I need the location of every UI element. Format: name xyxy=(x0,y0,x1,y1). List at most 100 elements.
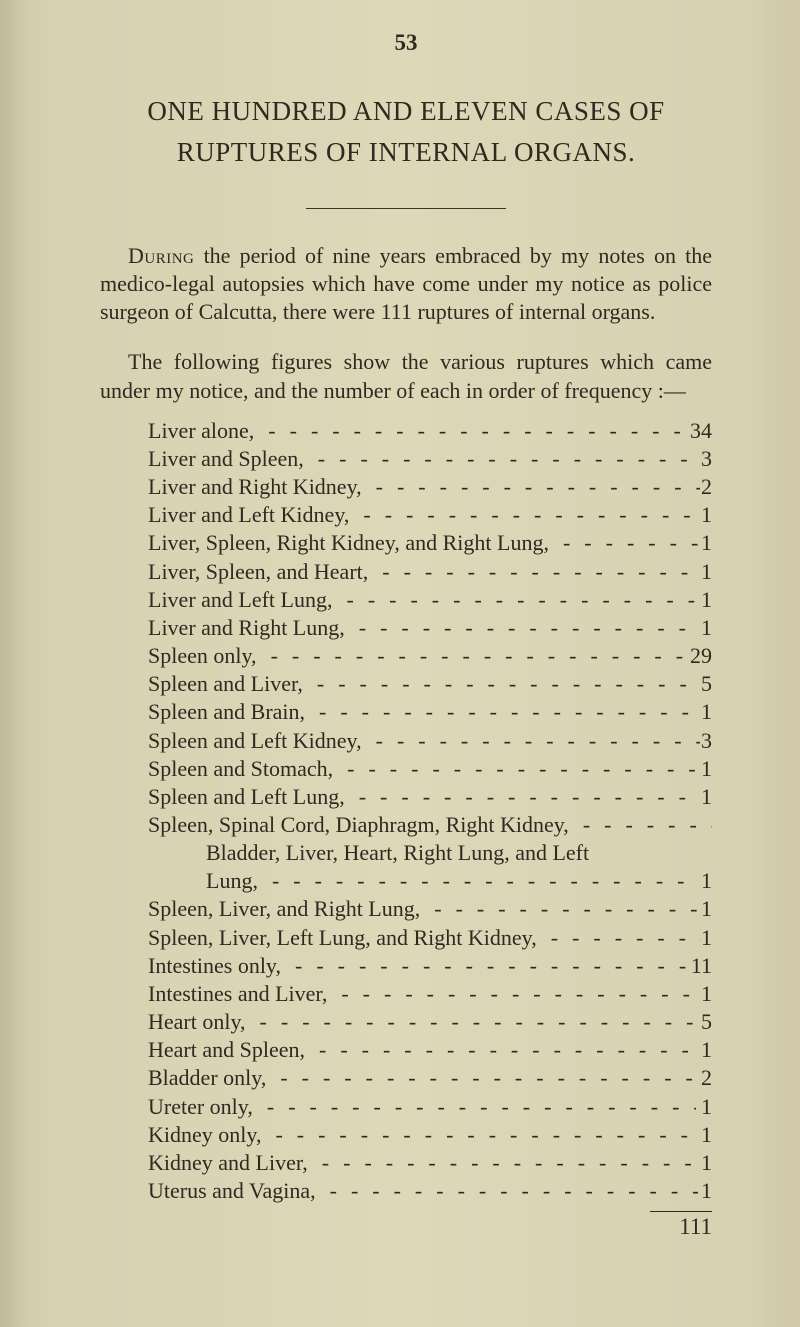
list-label: Liver and Left Lung, xyxy=(148,586,333,614)
list-value: 1 xyxy=(699,586,712,614)
list-label: Liver and Spleen, xyxy=(148,445,304,473)
list-label: Spleen and Left Kidney, xyxy=(148,727,362,755)
list-label: Lung, xyxy=(206,867,258,895)
leader-dashes: ----------------------------------------… xyxy=(254,417,690,445)
list-row: Spleen only,----------------------------… xyxy=(100,642,712,670)
list-label: Spleen and Left Lung, xyxy=(148,783,345,811)
frequency-list: Liver alone,----------------------------… xyxy=(100,417,712,1205)
list-row: Spleen, Liver, Left Lung, and Right Kidn… xyxy=(100,924,712,952)
list-row: Bladder only,---------------------------… xyxy=(100,1064,712,1092)
leader-dashes: ----------------------------------------… xyxy=(253,1093,696,1121)
list-value: 1 xyxy=(696,867,712,895)
leader-dashes: ----------------------------------------… xyxy=(258,867,696,895)
title-line-2: RUPTURES OF INTERNAL ORGANS. xyxy=(100,137,712,168)
leader-dashes: ----------------------------------------… xyxy=(316,1177,699,1205)
list-row: Heart and Spleen,-----------------------… xyxy=(100,1036,712,1064)
list-row: Spleen and Brain,-----------------------… xyxy=(100,698,712,726)
leader-dashes: ----------------------------------------… xyxy=(345,783,700,811)
leader-dashes: ----------------------------------------… xyxy=(362,473,700,501)
list-row: Intestines only,------------------------… xyxy=(100,952,712,980)
list-row: Liver and Spleen,-----------------------… xyxy=(100,445,712,473)
list-row: Liver and Right Lung,-------------------… xyxy=(100,614,712,642)
intro-paragraph-1: During the period of nine years embraced… xyxy=(100,242,712,326)
list-label: Liver and Left Kidney, xyxy=(148,501,349,529)
list-row: Spleen and Left Kidney,-----------------… xyxy=(100,727,712,755)
leader-dashes: ----------------------------------------… xyxy=(303,670,698,698)
list-row: Liver and Right Kidney,-----------------… xyxy=(100,473,712,501)
list-label: Intestines only, xyxy=(148,952,281,980)
list-value: 1 xyxy=(699,614,712,642)
list-row: Uterus and Vagina,----------------------… xyxy=(100,1177,712,1205)
leader-dashes: ----------------------------------------… xyxy=(308,1149,698,1177)
list-value: 1 xyxy=(699,501,712,529)
leader-dashes: ----------------------------------------… xyxy=(362,727,700,755)
list-value: 1 xyxy=(699,980,712,1008)
list-row: Liver, Spleen, and Heart,---------------… xyxy=(100,558,712,586)
list-row: Heart only,-----------------------------… xyxy=(100,1008,712,1036)
list-value: 1 xyxy=(699,783,712,811)
leader-dashes: ----------------------------------------… xyxy=(327,980,698,1008)
list-value: 1 xyxy=(698,1036,712,1064)
list-label: Bladder only, xyxy=(148,1064,266,1092)
leader-dashes: ----------------------------------------… xyxy=(246,1008,696,1036)
leader-dashes: ----------------------------------------… xyxy=(304,445,698,473)
list-row: Liver and Left Lung,--------------------… xyxy=(100,586,712,614)
leader-dashes: ----------------------------------------… xyxy=(345,614,699,642)
list-row: Bladder, Liver, Heart, Right Lung, and L… xyxy=(100,839,712,867)
list-row: Spleen, Liver, and Right Lung,----------… xyxy=(100,895,712,923)
list-value: 11 xyxy=(691,952,712,980)
leader-dashes: ----------------------------------------… xyxy=(305,698,698,726)
leader-dashes: ----------------------------------------… xyxy=(333,586,699,614)
total-rule xyxy=(100,1211,712,1212)
list-label: Liver alone, xyxy=(148,417,254,445)
leader-dashes: ----------------------------------------… xyxy=(569,811,712,839)
intro-paragraph-2: The following figures show the various r… xyxy=(100,348,712,404)
list-value: 1 xyxy=(700,558,712,586)
list-label: Spleen only, xyxy=(148,642,257,670)
title-rule xyxy=(100,196,712,214)
list-label: Liver and Right Lung, xyxy=(148,614,345,642)
list-label: Spleen and Liver, xyxy=(148,670,303,698)
leader-dashes: ----------------------------------------… xyxy=(261,1121,696,1149)
list-value: 1 xyxy=(701,924,712,952)
list-label: Intestines and Liver, xyxy=(148,980,327,1008)
total: 111 xyxy=(100,1214,712,1240)
leader-dashes: ----------------------------------------… xyxy=(537,924,701,952)
title-line-1: ONE HUNDRED AND ELEVEN CASES OF xyxy=(100,96,712,127)
list-row: Intestines and Liver,-------------------… xyxy=(100,980,712,1008)
list-label: Heart and Spleen, xyxy=(148,1036,305,1064)
list-row: Liver and Left Kidney,------------------… xyxy=(100,501,712,529)
leader-dashes: ----------------------------------------… xyxy=(305,1036,698,1064)
list-label: Spleen and Stomach, xyxy=(148,755,333,783)
list-row: Spleen and Liver,-----------------------… xyxy=(100,670,712,698)
list-value: 5 xyxy=(698,670,712,698)
list-value: 1 xyxy=(698,1149,712,1177)
list-row: Kidney only,----------------------------… xyxy=(100,1121,712,1149)
list-row: Liver alone,----------------------------… xyxy=(100,417,712,445)
leader-dashes: ----------------------------------------… xyxy=(266,1064,696,1092)
leader-dashes: ----------------------------------------… xyxy=(549,529,701,557)
list-value: 1 xyxy=(696,1121,712,1149)
list-label: Liver, Spleen, and Heart, xyxy=(148,558,368,586)
list-value: 2 xyxy=(700,473,712,501)
list-label: Liver, Spleen, Right Kidney, and Right L… xyxy=(148,529,549,557)
list-label: Kidney and Liver, xyxy=(148,1149,308,1177)
list-label: Bladder, Liver, Heart, Right Lung, and L… xyxy=(206,839,589,867)
list-row: Spleen, Spinal Cord, Diaphragm, Right Ki… xyxy=(100,811,712,839)
list-value: 2 xyxy=(696,1064,712,1092)
list-value: 1 xyxy=(698,1177,712,1205)
list-value: 1 xyxy=(701,895,712,923)
list-value: 1 xyxy=(701,529,712,557)
list-label: Kidney only, xyxy=(148,1121,261,1149)
list-label: Uterus and Vagina, xyxy=(148,1177,316,1205)
list-row: Spleen and Stomach,---------------------… xyxy=(100,755,712,783)
page-number: 53 xyxy=(100,30,712,56)
leader-dashes: ----------------------------------------… xyxy=(281,952,691,980)
list-row: Spleen and Left Lung,-------------------… xyxy=(100,783,712,811)
list-label: Liver and Right Kidney, xyxy=(148,473,362,501)
list-row: Lung,-----------------------------------… xyxy=(100,867,712,895)
list-label: Ureter only, xyxy=(148,1093,253,1121)
list-value: 1 xyxy=(699,755,712,783)
list-label: Spleen, Liver, Left Lung, and Right Kidn… xyxy=(148,924,537,952)
leader-dashes: ----------------------------------------… xyxy=(333,755,699,783)
